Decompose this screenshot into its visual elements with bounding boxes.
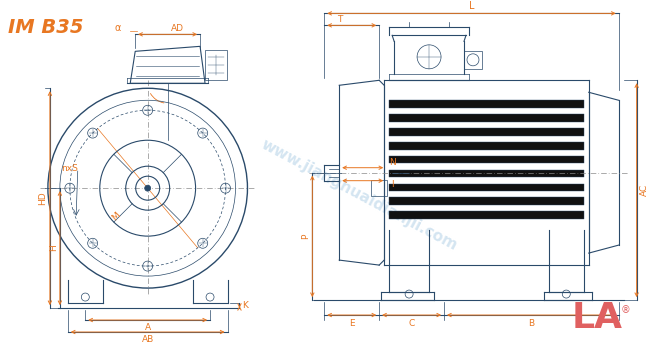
Text: K: K: [242, 301, 248, 310]
Bar: [389, 100, 584, 108]
Text: P: P: [301, 234, 310, 239]
Bar: [205, 50, 227, 80]
Text: AD: AD: [171, 24, 184, 33]
Text: H: H: [49, 245, 58, 252]
Text: www.jianghuaidianjii.com: www.jianghuaidianjii.com: [259, 137, 460, 253]
Text: nxS: nxS: [61, 164, 78, 173]
Text: A: A: [144, 322, 151, 331]
Bar: [464, 51, 482, 69]
Text: ®: ®: [621, 305, 630, 315]
Text: IM B35: IM B35: [8, 18, 83, 37]
Text: C: C: [408, 318, 415, 328]
Text: T: T: [337, 15, 342, 24]
Text: B: B: [528, 318, 534, 328]
Text: LA: LA: [571, 301, 622, 335]
Text: N: N: [389, 158, 396, 167]
Bar: [389, 170, 584, 177]
Bar: [389, 197, 584, 205]
Text: I: I: [391, 180, 393, 189]
Text: E: E: [349, 318, 354, 328]
Bar: [389, 142, 584, 149]
Bar: [389, 156, 584, 163]
Text: α: α: [114, 23, 120, 33]
Bar: [389, 183, 584, 191]
Text: M: M: [110, 210, 122, 222]
Bar: [389, 114, 584, 122]
Text: AC: AC: [640, 184, 649, 196]
Bar: [389, 128, 584, 136]
Text: L: L: [469, 1, 474, 11]
Bar: [389, 211, 584, 219]
Circle shape: [145, 185, 151, 191]
Text: HD: HD: [38, 191, 47, 205]
Bar: [371, 180, 387, 196]
Text: AB: AB: [142, 335, 154, 343]
